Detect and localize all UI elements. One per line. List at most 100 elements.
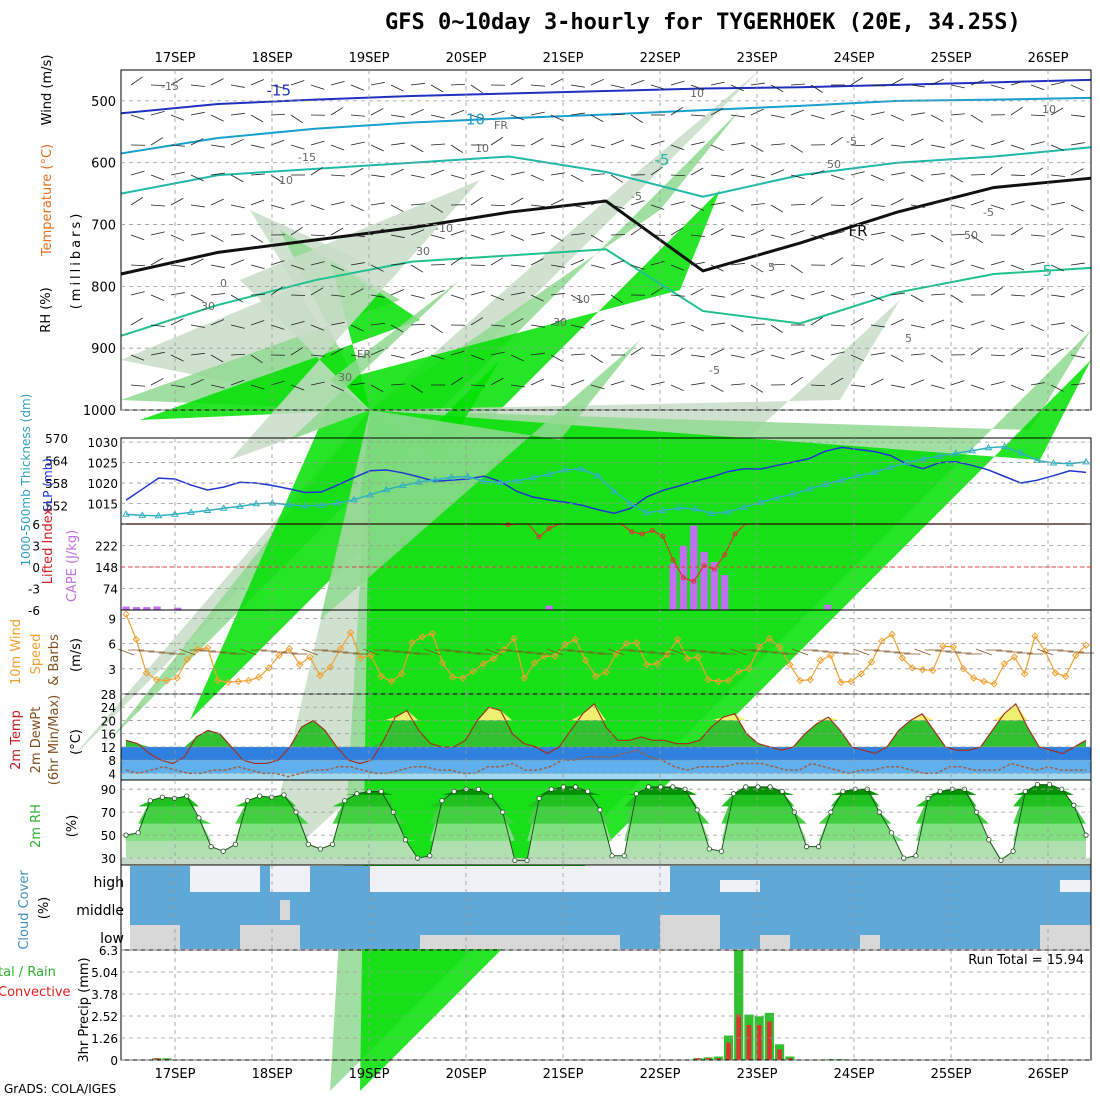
thickness-point <box>756 498 765 505</box>
wind-barb <box>890 354 904 362</box>
wind-barb <box>350 204 364 212</box>
isotherm-0 <box>120 176 1092 276</box>
wind-speed-point <box>775 643 784 651</box>
rh-point <box>925 795 931 801</box>
wind-barb <box>1050 228 1064 236</box>
rh-tick-70: 70 <box>101 806 116 820</box>
wind-barb <box>690 382 705 386</box>
wind-barb <box>450 377 463 386</box>
wind-barb <box>330 201 345 206</box>
wind-barb <box>830 351 845 356</box>
wind-barb <box>550 78 564 86</box>
rh-point <box>585 788 591 795</box>
wind-barb <box>1050 201 1065 206</box>
wind-barb <box>210 114 224 122</box>
rh-point <box>159 794 166 800</box>
wind-barb <box>530 204 545 208</box>
wind-barb <box>890 198 904 206</box>
wind-barb <box>890 384 905 389</box>
wind-speed-point <box>602 668 610 676</box>
wind-speed-point <box>867 658 876 666</box>
wind-barb <box>170 292 185 296</box>
wind-speed-point <box>357 654 365 662</box>
wind-barb <box>630 320 645 326</box>
cloud-patch-6 <box>240 925 300 949</box>
wind-barb <box>1030 354 1045 358</box>
wind-barb <box>310 324 325 331</box>
li-point <box>639 531 645 537</box>
bottom-x-tick-24SEP: 24SEP <box>834 1067 875 1082</box>
rh-point <box>184 793 190 799</box>
wind-barb <box>1070 234 1085 238</box>
wind-speed-point <box>632 639 641 647</box>
wind-barb <box>870 378 884 386</box>
wind-barb <box>1050 294 1065 298</box>
wind-barb <box>630 226 643 236</box>
wind-speed-point <box>673 635 682 644</box>
wind-barb <box>150 351 165 356</box>
wind-barb <box>1050 322 1065 326</box>
wind-barb <box>490 324 505 327</box>
wind-barb <box>310 234 326 237</box>
temp-band-mid <box>121 760 1091 774</box>
wind-speed-point <box>541 652 549 660</box>
thickness-point <box>496 478 505 485</box>
wind-barb <box>1010 384 1025 391</box>
wind-barb <box>170 384 185 388</box>
wind-barb <box>670 294 685 297</box>
rh-point <box>658 784 664 790</box>
wind-barb <box>390 168 404 176</box>
wind-barb <box>790 230 805 236</box>
wind-speed-point <box>959 665 968 673</box>
rh-point <box>305 841 311 847</box>
wind-speed-point <box>786 660 794 669</box>
wind-barb <box>990 140 1005 146</box>
wind-speed-point <box>275 651 283 660</box>
rh-point <box>828 809 834 815</box>
wind-barb <box>770 169 785 176</box>
wind-speed-point <box>980 677 988 686</box>
contour-label: 5 <box>905 332 912 345</box>
wind-barb <box>510 114 525 121</box>
wind-speed-point <box>183 655 191 664</box>
rh-point <box>645 784 652 790</box>
wind-barb <box>350 354 365 358</box>
wind-speed-point <box>1061 672 1070 681</box>
wind-speed-point <box>816 656 825 665</box>
wind-barb <box>770 354 785 360</box>
wind-barb <box>410 229 425 236</box>
wind-barb <box>530 258 544 266</box>
wind-barb <box>210 384 225 389</box>
top-x-tick-24SEP: 24SEP <box>834 51 875 66</box>
rh-point <box>986 837 992 843</box>
wind-barb <box>190 294 204 302</box>
wind-barb <box>230 204 245 209</box>
wind-barb <box>690 84 705 91</box>
thickness-tick-570: 570 <box>45 432 68 446</box>
temp2m-label-b: 2m DewPt <box>29 707 44 774</box>
rh-point <box>718 848 725 854</box>
wind-barb <box>470 234 485 240</box>
rh-point <box>439 798 445 804</box>
wind-barb <box>310 140 325 146</box>
cape-bar <box>143 607 151 610</box>
thickness-point <box>951 449 960 456</box>
wind-barb <box>290 80 305 86</box>
wind-barb <box>530 111 545 116</box>
rh2m-unit: (%) <box>65 815 80 838</box>
chart-title: GFS 0~10day 3-hourly for TYGERHOEK (20E,… <box>385 10 1021 35</box>
wind-barb <box>510 264 525 267</box>
wind-barb <box>670 144 685 151</box>
thickness-point <box>545 470 553 477</box>
wind-barb <box>730 262 745 266</box>
li-point <box>629 529 635 535</box>
temp-tick-16: 16 <box>101 728 116 742</box>
wind-speed-point <box>551 652 559 660</box>
wind-barb <box>570 204 585 209</box>
wind-barb <box>750 384 764 393</box>
wind-barb <box>590 354 603 363</box>
wind-barb <box>250 264 265 270</box>
wind-barb <box>910 294 924 303</box>
wind-barb <box>150 231 165 236</box>
wind-barb <box>510 384 525 388</box>
